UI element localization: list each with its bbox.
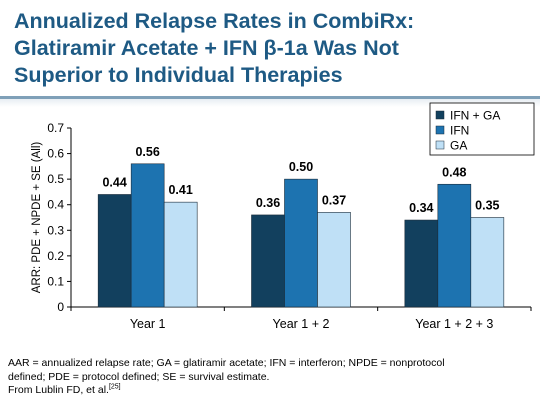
bar-ifn bbox=[130, 163, 165, 308]
x-tick-label: Year 1 bbox=[130, 317, 166, 331]
data-label: 0.34 bbox=[409, 201, 433, 215]
data-label: 0.37 bbox=[322, 193, 346, 207]
title-shadow bbox=[0, 99, 540, 107]
y-tick-label: 0.7 bbox=[47, 121, 64, 135]
legend-swatch bbox=[435, 140, 445, 150]
legend-swatch bbox=[435, 125, 445, 135]
footnote-line-3: From Lublin FD, et al.[25] bbox=[8, 384, 534, 398]
x-tick-label: Year 1 + 2 bbox=[273, 317, 330, 331]
title-line-2: Glatiramir Acetate + IFN β-1a Was Not bbox=[14, 36, 399, 60]
legend-label: IFN + GA bbox=[450, 109, 500, 123]
data-label: 0.44 bbox=[102, 175, 126, 189]
bar-ga bbox=[470, 217, 505, 308]
footnote-line-2: defined; PDE = protocol defined; SE = su… bbox=[8, 370, 270, 383]
slide-title: Annualized Relapse Rates in CombiRx: Gla… bbox=[14, 8, 529, 89]
bar-ifn bbox=[284, 178, 318, 308]
footnote: AAR = annualized relapse rate; GA = glat… bbox=[8, 357, 534, 398]
bar-ifn-ga bbox=[97, 194, 132, 308]
y-tick-label: 0.5 bbox=[47, 172, 64, 186]
legend-swatch bbox=[435, 110, 445, 120]
title-divider bbox=[0, 96, 540, 99]
data-label: 0.50 bbox=[289, 160, 313, 174]
bar-ifn-ga bbox=[404, 219, 439, 308]
bar-ifn bbox=[437, 183, 472, 308]
y-tick-label: 0.1 bbox=[47, 274, 64, 288]
y-tick-label: 0.2 bbox=[47, 249, 64, 263]
footnote-line-1: AAR = annualized relapse rate; GA = glat… bbox=[8, 357, 445, 369]
y-tick-label: 0 bbox=[57, 300, 64, 314]
data-label: 0.36 bbox=[256, 196, 280, 210]
legend-label: GA bbox=[450, 139, 467, 153]
y-tick-label: 0.4 bbox=[47, 198, 64, 212]
data-label: 0.41 bbox=[168, 183, 192, 197]
data-label: 0.56 bbox=[135, 145, 159, 159]
title-line-1: Annualized Relapse Rates in CombiRx: bbox=[14, 9, 415, 33]
citation-reference: [25] bbox=[108, 383, 121, 391]
legend-label: IFN bbox=[450, 124, 469, 138]
bar-ifn-ga bbox=[251, 214, 285, 308]
y-tick-label: 0.6 bbox=[47, 147, 64, 161]
y-tick-label: 0.3 bbox=[47, 223, 64, 237]
data-label: 0.35 bbox=[475, 199, 499, 213]
bar-ga bbox=[317, 212, 351, 308]
legend-box bbox=[429, 102, 535, 156]
y-axis-title: ARR: PDE + NPDE + SE (All) bbox=[31, 142, 43, 294]
data-label: 0.48 bbox=[442, 165, 466, 179]
title-line-3: Superior to Individual Therapies bbox=[14, 63, 343, 87]
bar-ga bbox=[163, 201, 198, 308]
citation-text: From Lublin FD, et al. bbox=[8, 384, 109, 396]
x-tick-label: Year 1 + 2 + 3 bbox=[415, 317, 493, 331]
